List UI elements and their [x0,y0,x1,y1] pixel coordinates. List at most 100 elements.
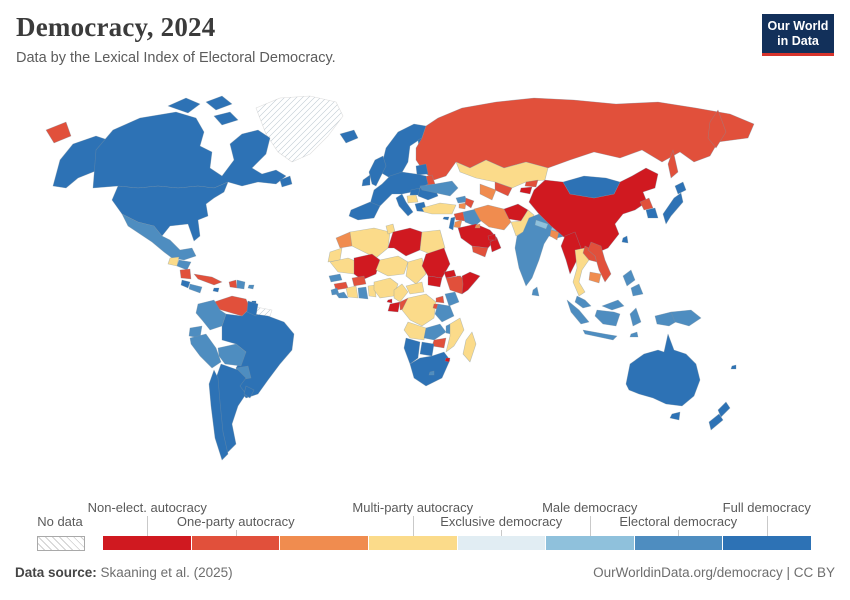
country-south-korea[interactable] [645,207,659,219]
country-canada-arctic-2[interactable] [205,95,233,111]
country-malaysia-borneo[interactable] [601,299,625,311]
country-liberia[interactable] [335,291,349,299]
country-new-zealand-south[interactable] [708,413,724,431]
legend-label-4[interactable]: Exclusive democracy [440,514,563,529]
country-senegal[interactable] [328,273,343,283]
country-indonesia-borneo[interactable] [594,309,621,327]
country-libya[interactable] [387,227,423,257]
country-new-zealand-north[interactable] [717,401,731,418]
country-lesotho[interactable] [428,370,435,376]
country-usa[interactable] [111,181,229,242]
country-angola[interactable] [403,321,427,341]
legend-swatch-1[interactable] [191,536,281,550]
country-tanzania[interactable] [434,303,455,323]
country-cyprus[interactable] [442,216,450,221]
country-eswatini[interactable] [444,357,451,363]
country-equatorial-guinea[interactable] [386,298,393,304]
country-mongolia[interactable] [562,175,621,199]
region-serbia-bosnia[interactable] [406,194,419,204]
country-mexico[interactable] [121,213,197,261]
legend-no-data-swatch[interactable] [37,536,85,551]
legend-label-6[interactable]: Electoral democracy [619,514,738,529]
legend-label-5[interactable]: Male democracy [542,500,638,515]
legend-swatch-6[interactable] [634,536,724,550]
country-uruguay[interactable] [243,385,255,399]
country-ireland[interactable] [361,174,371,187]
country-canada[interactable] [92,111,287,189]
country-baltics[interactable] [415,163,429,176]
legend-swatch-4[interactable] [457,536,547,550]
country-fiji[interactable] [730,364,737,370]
country-nepal[interactable] [534,219,549,230]
country-canada-arctic-1[interactable] [167,97,201,114]
country-timor-leste[interactable] [629,331,639,338]
country-russia-kamchatka[interactable] [707,109,727,149]
country-philippines-luzon[interactable] [622,269,636,287]
country-jordan[interactable] [453,219,463,229]
country-uzbekistan[interactable] [494,181,513,197]
country-myanmar[interactable] [560,231,582,275]
country-tajikistan[interactable] [519,186,533,195]
country-malaysia[interactable] [574,295,592,309]
country-australia-tasmania[interactable] [669,411,681,421]
country-gabon[interactable] [387,301,401,313]
country-zambia[interactable] [423,323,447,341]
legend-swatch-5[interactable] [546,536,635,550]
country-armenia[interactable] [458,202,467,210]
country-dominican-republic[interactable] [236,279,246,290]
country-north-korea[interactable] [639,197,654,211]
country-iran[interactable] [473,204,512,231]
country-bolivia[interactable] [217,343,247,367]
legend-no-data-label[interactable]: No data [37,514,83,529]
legend-label-7[interactable]: Full democracy [722,500,811,515]
country-eritrea[interactable] [443,269,457,279]
country-canada-newfoundland[interactable] [279,175,293,188]
country-kuwait[interactable] [474,223,481,229]
country-chad[interactable] [405,257,427,285]
country-madagascar[interactable] [462,331,477,363]
legend-label-0[interactable]: Non-elect. autocracy [87,500,207,515]
legend-swatch-2[interactable] [280,536,369,550]
country-canada-arctic-3[interactable] [213,111,239,126]
country-indonesia-sumatra[interactable] [566,299,590,325]
country-cuba[interactable] [193,273,223,286]
country-mali[interactable] [353,253,381,281]
country-indonesia-sulawesi[interactable] [629,307,642,327]
legend-label-3[interactable]: Multi-party autocracy [352,500,474,515]
country-iceland[interactable] [339,129,359,144]
country-australia[interactable] [625,333,701,407]
country-philippines-mindanao[interactable] [630,283,644,297]
legend-label-1[interactable]: One-party autocracy [176,514,295,529]
country-yemen[interactable] [471,245,489,258]
country-turkey[interactable] [421,202,457,215]
country-pakistan[interactable] [510,209,535,237]
country-kenya[interactable] [444,291,460,307]
country-israel[interactable] [448,216,456,231]
country-guyana[interactable] [246,300,259,317]
country-cambodia[interactable] [588,271,602,284]
country-honduras[interactable] [176,259,192,271]
country-taiwan[interactable] [621,235,629,244]
country-peru[interactable] [189,333,222,369]
country-japan-hokkaido[interactable] [674,181,687,195]
owid-logo[interactable]: Our World in Data [762,14,834,56]
country-italy[interactable] [395,193,414,217]
country-burkina-faso[interactable] [351,275,367,287]
country-jamaica[interactable] [212,287,220,293]
country-papua-new-guinea[interactable] [670,309,702,327]
country-algeria[interactable] [349,227,391,259]
country-indonesia-java[interactable] [582,329,618,341]
country-mozambique[interactable] [445,317,465,353]
country-puerto-rico[interactable] [247,284,255,290]
region-western-europe[interactable] [369,171,429,207]
legend-swatch-3[interactable] [368,536,458,550]
country-russia-sakhalin[interactable] [667,149,679,179]
country-haiti[interactable] [228,279,238,289]
country-central-african-republic[interactable] [405,281,425,295]
legend-swatch-7[interactable] [723,536,811,550]
country-uganda[interactable] [435,295,445,304]
country-namibia[interactable] [403,337,421,365]
country-cameroon[interactable] [393,283,409,303]
country-russia-chukotka[interactable] [45,121,72,144]
country-ghana[interactable] [357,286,369,300]
